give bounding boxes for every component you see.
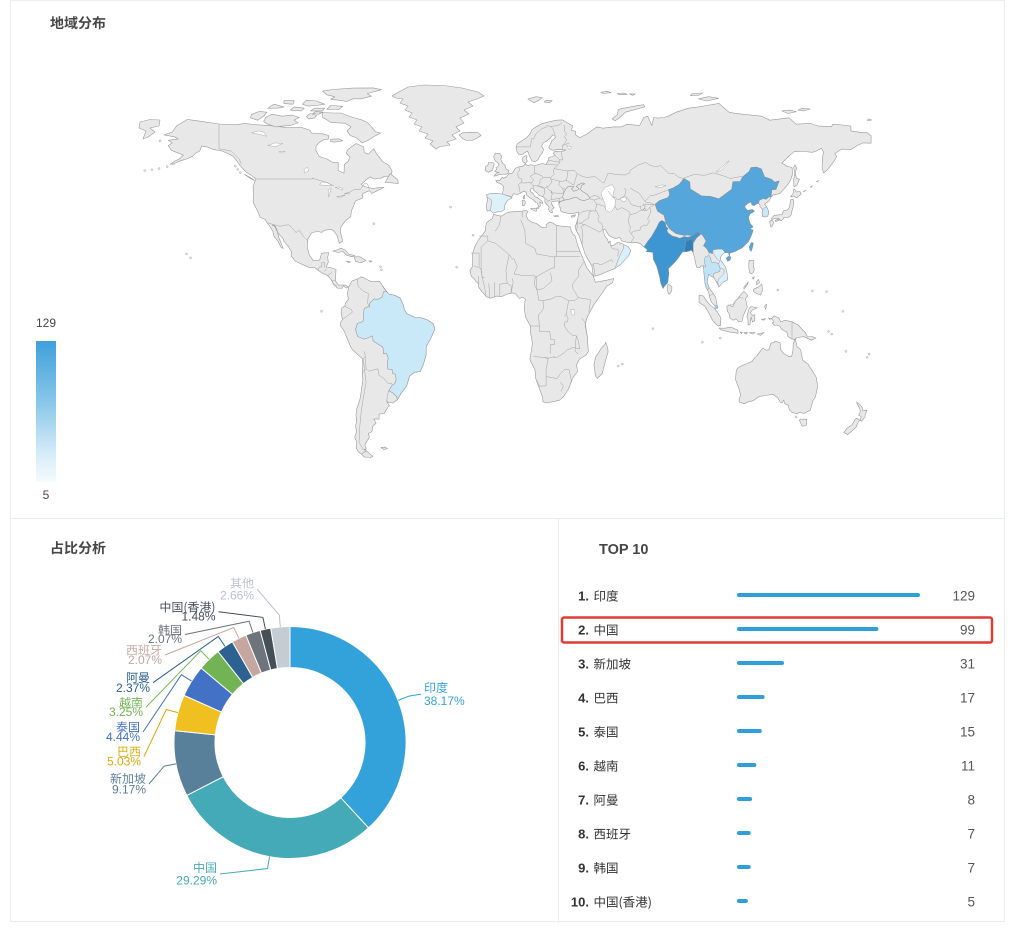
svg-text:29.29%: 29.29% [176,874,217,888]
svg-text:11: 11 [961,758,975,773]
svg-text:8: 8 [967,792,975,807]
svg-text:5: 5 [967,894,975,909]
svg-text:99: 99 [960,622,975,637]
svg-text:3.25%: 3.25% [109,705,143,719]
svg-text:17: 17 [960,690,975,705]
svg-text:2.07%: 2.07% [148,632,182,646]
svg-text:5.03%: 5.03% [107,755,141,769]
svg-text:8.: 8. [578,826,589,841]
svg-text:TOP 10: TOP 10 [599,542,648,558]
svg-text:31: 31 [960,656,975,671]
svg-text:129: 129 [952,588,975,603]
svg-text:9.: 9. [578,860,589,875]
svg-text:38.17%: 38.17% [424,694,465,708]
svg-text:2.: 2. [578,622,589,637]
svg-text:7.: 7. [578,792,589,807]
svg-text:2.37%: 2.37% [116,681,150,695]
svg-text:1.: 1. [578,588,589,603]
svg-text:15: 15 [960,724,975,739]
svg-text:1.48%: 1.48% [181,610,215,624]
svg-text:7: 7 [967,826,975,841]
svg-text:4.44%: 4.44% [106,730,140,744]
svg-text:6.: 6. [578,758,589,773]
svg-text:2.66%: 2.66% [220,589,254,603]
svg-text:9.17%: 9.17% [112,783,146,797]
svg-text:7: 7 [967,860,975,875]
svg-text:2.07%: 2.07% [128,653,162,667]
svg-text:10.: 10. [571,894,589,909]
svg-text:3.: 3. [578,656,589,671]
svg-text:4.: 4. [578,690,589,705]
svg-text:5.: 5. [578,724,589,739]
